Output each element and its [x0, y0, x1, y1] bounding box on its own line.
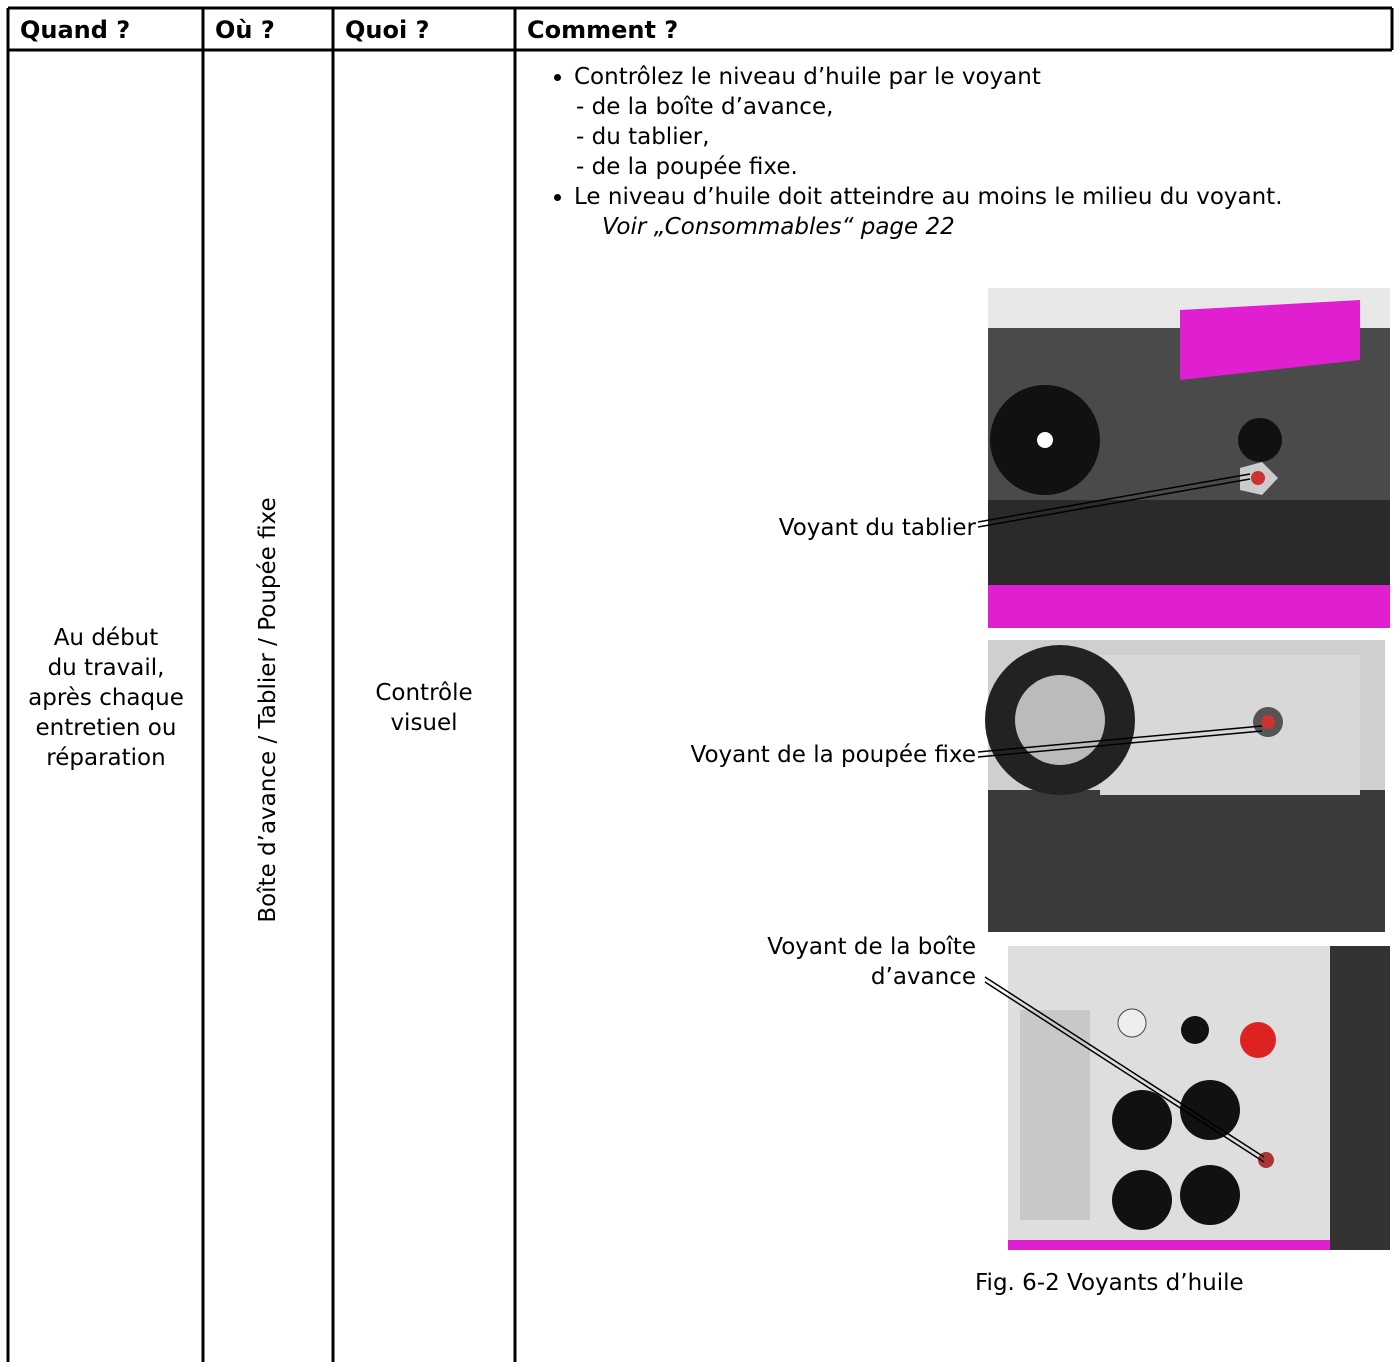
- bullet: Le niveau d’huile doit atteindre au moin…: [574, 182, 1380, 242]
- callout: Voyant de la boîte: [767, 934, 976, 960]
- text-line: visuel: [390, 710, 458, 736]
- header: Quand ?: [20, 16, 131, 44]
- callout: Voyant du tablier: [778, 515, 976, 541]
- sub-item: - du tablier,: [576, 124, 710, 150]
- photo-headstock: [985, 640, 1385, 932]
- photo-feedbox: [1008, 946, 1390, 1250]
- sub-item: - de la poupée fixe.: [576, 154, 798, 180]
- what-cell: Contrôle visuel: [335, 678, 513, 738]
- sub-item: - de la boîte d’avance,: [576, 94, 834, 120]
- text-line: du travail,: [47, 655, 165, 681]
- text-line: entretien ou: [35, 715, 177, 741]
- caption: Fig. 6-2 Voyants d’huile: [975, 1270, 1244, 1296]
- text-line: Au début: [53, 625, 159, 651]
- text-line: après chaque: [28, 685, 184, 711]
- text-line: réparation: [46, 745, 166, 771]
- bullet-list: Contrôlez le niveau d’huile par le voyan…: [530, 62, 1380, 242]
- how-cell: Contrôlez le niveau d’huile par le voyan…: [530, 62, 1380, 242]
- callout: d’avance: [870, 964, 976, 990]
- bullet: Contrôlez le niveau d’huile par le voyan…: [574, 62, 1380, 182]
- where-cell: Boîte d’avance / Tablier / Poupée fixe: [255, 497, 281, 923]
- text-line: Contrôle: [375, 680, 473, 706]
- header: Quoi ?: [345, 16, 430, 44]
- reference: Voir „Consommables“ page 22: [602, 214, 955, 240]
- header: Où ?: [215, 16, 275, 44]
- photo-apron: [988, 288, 1390, 628]
- bullet-text: Contrôlez le niveau d’huile par le voyan…: [574, 64, 1041, 90]
- header: Comment ?: [527, 16, 679, 44]
- when-cell: Au début du travail, après chaque entretien…: [10, 623, 202, 773]
- callout: Voyant de la poupée fixe: [690, 742, 977, 768]
- bullet-text: Le niveau d’huile doit atteindre au moin…: [574, 184, 1283, 210]
- leader-lines: [977, 473, 1265, 1163]
